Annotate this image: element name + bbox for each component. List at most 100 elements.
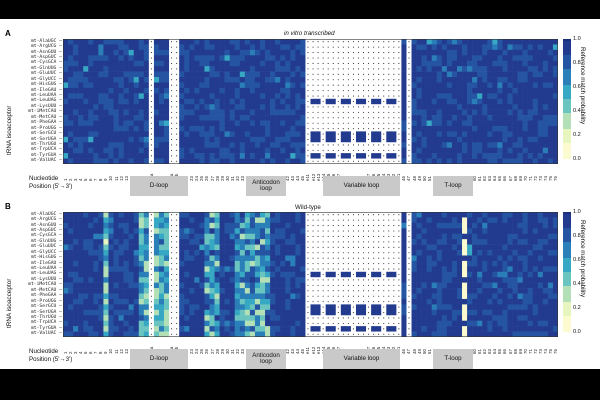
heatmap-cell [179,293,185,300]
absent-marker [398,252,400,254]
heatmap-cell [446,244,453,251]
heatmap-cell [123,39,129,45]
absent-marker [388,235,390,238]
heatmap-cell [295,233,301,240]
heatmap-cell [184,304,190,311]
heatmap-cell [259,271,266,278]
heatmap-cell [189,60,195,67]
heatmap-cell [153,142,160,148]
heatmap-cell [290,153,296,159]
absent-marker [322,219,324,221]
heatmap-cell [249,39,256,45]
heatmap-cell [234,244,241,251]
heatmap-cell [123,104,129,110]
heatmap-cell [209,293,215,300]
heatmap-cell [98,49,104,56]
heatmap-cell [300,233,306,240]
heatmap-cell [194,250,200,256]
heatmap-cell [219,222,225,229]
heatmap-cell [229,217,236,224]
heatmap-cell [527,49,534,56]
absent-marker [393,295,395,297]
heatmap-cell [189,282,195,289]
absent-marker [352,138,354,141]
absent-marker [337,301,339,303]
heatmap-cell [467,298,473,305]
absent-marker [362,279,365,281]
heatmap-cell [401,87,407,94]
heatmap-cell [254,293,261,300]
heatmap-cell [532,239,539,245]
heatmap-cell [315,153,321,159]
absent-marker [352,57,354,59]
heatmap-cell [153,293,160,300]
absent-marker [398,230,400,232]
heatmap-cell [507,44,513,51]
heatmap-cell [265,288,271,294]
heatmap-cell [421,293,427,300]
heatmap-cell [270,244,276,251]
heatmap-cell [73,255,79,262]
absent-marker [342,235,344,238]
heatmap-cell [123,77,129,83]
heatmap-cell [507,153,513,159]
absent-marker [150,257,152,259]
heatmap-cell [426,304,433,311]
absent-marker [332,252,334,254]
heatmap-cell [98,233,104,240]
heatmap-cell [78,120,84,127]
heatmap-cell [426,250,433,256]
heatmap-cell [194,255,200,262]
heatmap-cell [270,87,276,94]
heatmap-cell [143,217,150,224]
heatmap-cell [411,233,417,240]
heatmap-cell [209,115,215,121]
heatmap-cell [189,260,195,267]
heatmap-cell [507,293,513,300]
heatmap-cell [93,212,99,218]
heatmap-cell [219,120,225,127]
heatmap-cell [229,39,236,45]
heatmap-cell [446,212,453,218]
heatmap-cell [512,293,518,300]
heatmap-cell [164,260,170,267]
heatmap-cell [138,288,145,294]
heatmap-cell [103,222,109,229]
absent-marker [398,263,400,265]
column-label: 29 [219,176,225,181]
heatmap-cell [133,60,140,67]
absent-marker [176,257,178,259]
heatmap-cell [199,239,205,245]
heatmap-cell [244,98,251,105]
heatmap-cell [507,87,513,94]
heatmap-cell [128,239,135,245]
heatmap-cell [204,93,210,100]
heatmap-cell [290,222,296,229]
heatmap-cell [254,244,261,251]
heatmap-cell [143,228,150,235]
absent-marker [176,263,178,265]
heatmap-cell [214,60,220,67]
absent-marker [307,149,309,151]
absent-marker [388,263,390,265]
heatmap-cell [88,266,94,273]
heatmap-cell [209,282,215,289]
heatmap-cell [184,60,190,67]
absent-marker [342,225,344,227]
heatmap-cell [300,93,306,100]
heatmap-cell [254,82,261,89]
heatmap-cell [275,82,281,89]
heatmap-cell [214,147,220,154]
heatmap-cell [431,158,438,164]
heatmap-cell [446,222,453,229]
heatmap-cell [143,304,150,311]
heatmap-cell [467,136,473,143]
heatmap-cell [184,217,190,224]
heatmap-cell [214,212,220,218]
heatmap-cell [239,266,246,273]
absent-marker [342,106,344,108]
heatmap-cell [108,39,114,45]
heatmap-cell [194,77,200,83]
heatmap-cell [340,98,347,105]
heatmap-cell [411,142,417,148]
